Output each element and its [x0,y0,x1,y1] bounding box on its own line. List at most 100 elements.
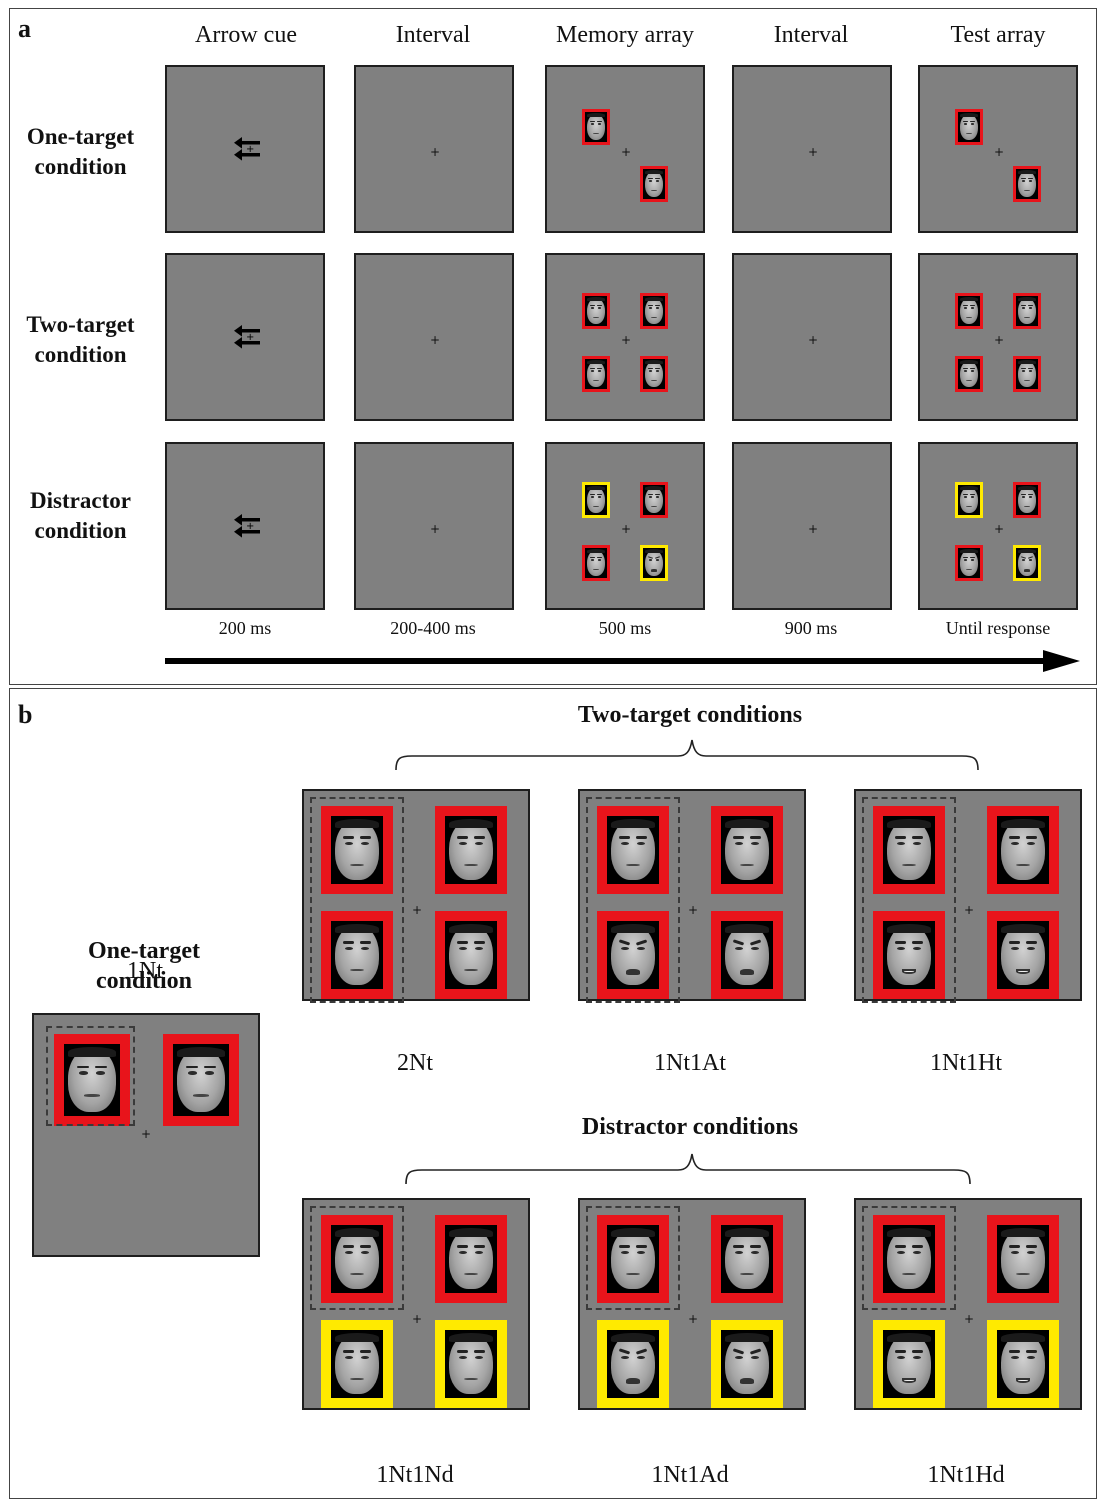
time-arrow [165,650,1080,672]
fixation-cross: + [620,333,632,347]
face-stimulus [1013,166,1041,202]
label-1nt1nd: 1Nt1Nd [376,1462,454,1488]
face-stimulus [955,293,983,329]
panel-a-screen-r1-c2: + [354,65,514,233]
face-stimulus [321,911,393,999]
panel-b-screen-1nt: + [32,1013,260,1257]
face-stimulus [987,911,1059,999]
row-label-line: condition [34,154,127,179]
face-stimulus [955,109,983,145]
face-stimulus [597,1320,669,1408]
face-stimulus [597,806,669,894]
attended-region-dashed-box [46,1026,135,1126]
title-line: One-target [88,938,200,964]
fixation-cross: + [687,1312,699,1326]
title-line: condition [95,968,193,994]
face-stimulus [711,806,783,894]
row-label-line: Two-target [26,312,135,337]
face-stimulus [873,1320,945,1408]
face-stimulus [163,1034,239,1126]
duration-arrow-cue: 200 ms [218,618,272,638]
panel-a-letter: a [18,14,31,43]
one-target-condition-title: One-target condition [44,936,244,996]
column-header-interval-1: Interval [395,22,471,48]
panel-a-screen-r2-c4: + [732,253,892,421]
face-stimulus [987,1320,1059,1408]
panel-b-letter: b [18,700,33,729]
panel-b-screen-2nt: + [302,789,530,1003]
face-stimulus [321,1320,393,1408]
panel-a-screen-r1-c5: + [918,65,1078,233]
row-label-line: condition [34,342,127,367]
face-stimulus [1013,482,1041,518]
duration-memory-array: 500 ms [598,618,652,638]
attended-region-dashed-box [586,1206,680,1310]
panel-a-screen-r3-c3: + [545,442,705,610]
panel-a-screen-r1-c4: + [732,65,892,233]
face-stimulus [987,1215,1059,1303]
panel-b-screen-1nt1nd: + [302,1198,530,1410]
attended-region-dashed-box [310,1206,404,1310]
face-stimulus [640,293,668,329]
face-stimulus [955,545,983,581]
panel-a-screen-r3-c4: + [732,442,892,610]
label-1nt1hd: 1Nt1Hd [927,1462,1005,1488]
face-stimulus [435,1320,507,1408]
face-stimulus [1013,356,1041,392]
face-stimulus [640,482,668,518]
panel-a-screen-r3-c1: + [165,442,325,610]
fixation-cross: + [620,522,632,536]
face-stimulus [582,356,610,392]
face-stimulus [54,1034,130,1126]
fixation-cross: + [687,903,699,917]
double-left-arrow-icon: + [234,137,260,161]
fixation-cross: + [963,903,975,917]
attended-region-dashed-box [862,1206,956,1310]
label-1nt1ad: 1Nt1Ad [651,1462,729,1488]
fixation-cross: + [411,1312,423,1326]
panel-a-screen-r1-c3: + [545,65,705,233]
panel-a-screen-r2-c3: + [545,253,705,421]
row-label-line: One-target [26,124,135,149]
panel-a-screen-r3-c5: + [918,442,1078,610]
distractor-brace [405,1153,971,1185]
label-1nt1ht: 1Nt1Ht [930,1050,1002,1076]
fixation-cross: + [807,145,819,159]
column-header-interval-2: Interval [773,22,849,48]
panel-b-screen-1nt1ht: + [854,789,1082,1003]
face-stimulus [597,1215,669,1303]
row-label-two-target: Two-target condition [8,310,153,370]
face-stimulus [711,911,783,999]
face-stimulus [435,911,507,999]
distractor-conditions-title: Distractor conditions [581,1114,799,1140]
duration-interval-1: 200-400 ms [390,618,476,638]
face-stimulus [711,1215,783,1303]
attended-region-dashed-box [310,797,404,1003]
label-1nt: 1Nt [127,958,163,984]
two-target-conditions-title: Two-target conditions [577,702,803,728]
attended-region-dashed-box [586,797,680,1003]
column-header-test-array: Test array [950,22,1046,48]
face-stimulus [640,356,668,392]
face-stimulus [597,911,669,999]
fixation-cross: + [411,903,423,917]
column-header-arrow-cue: Arrow cue [195,22,297,48]
panel-b-screen-1nt1ad: + [578,1198,806,1410]
fixation-cross: + [993,522,1005,536]
face-stimulus [711,1320,783,1408]
fixation-cross: + [429,333,441,347]
svg-text:+: + [246,521,254,532]
face-stimulus [873,911,945,999]
panel-a-screen-r2-c1: + [165,253,325,421]
face-stimulus [873,1215,945,1303]
face-stimulus [873,806,945,894]
label-1nt1at: 1Nt1At [654,1050,726,1076]
panel-b-screen-1nt1at: + [578,789,806,1003]
face-stimulus [582,109,610,145]
fixation-cross: + [429,522,441,536]
row-label-line: Distractor [30,488,131,513]
face-stimulus [435,1215,507,1303]
row-label-line: condition [34,518,127,543]
fixation-cross: + [140,1127,152,1141]
row-label-one-target: One-target condition [8,122,153,182]
